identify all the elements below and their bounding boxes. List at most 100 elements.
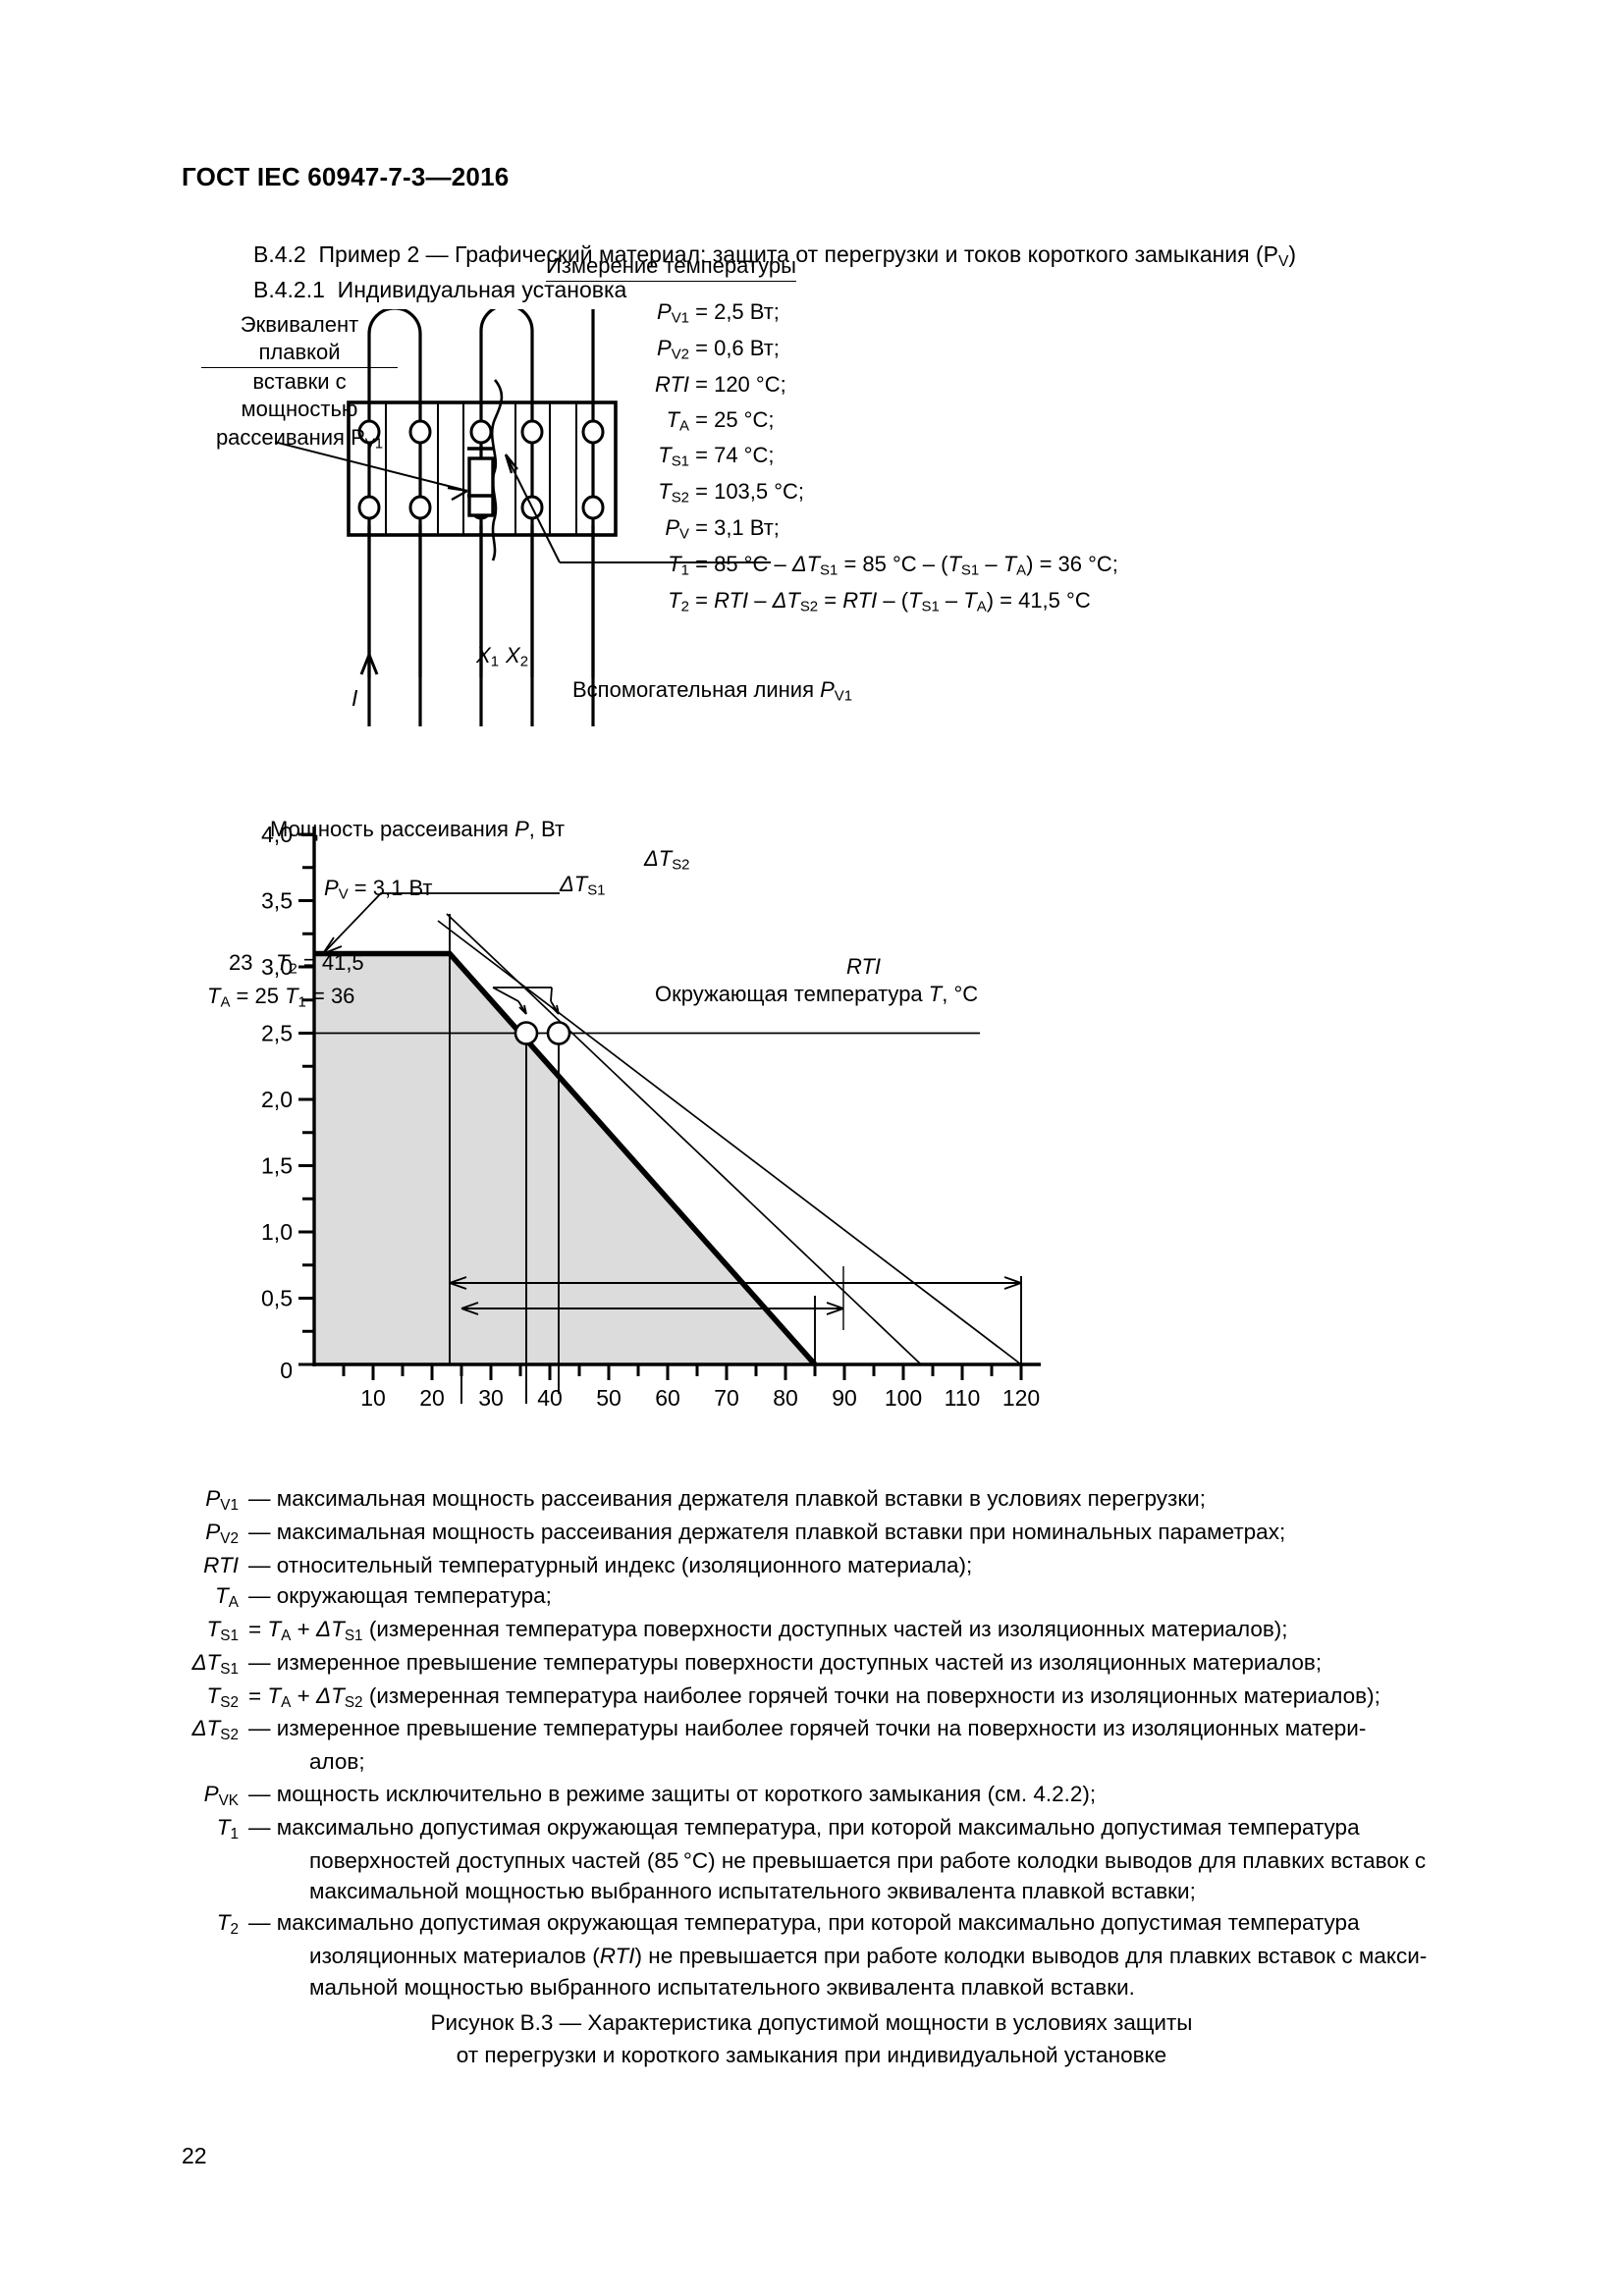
svg-text:3,5: 3,5 — [261, 888, 293, 914]
annotation-fuse-equivalent: Эквивалент плавкой вставки с мощностью р… — [201, 311, 398, 453]
chart-label-delta-ts1: ΔTS1 — [560, 872, 606, 899]
chart-pv-leader — [322, 892, 560, 955]
definition-text: алов; — [309, 1749, 365, 1775]
parameter-value: = 25 °C; — [695, 406, 775, 432]
definition-symbol: T1 — [216, 1814, 239, 1842]
definition-item: TS1 = TA + ΔTS1 (измеренная температура … — [180, 1615, 1476, 1647]
definition-text: максимальной мощностью выбранного испыта… — [309, 1879, 1196, 1904]
annotation-fuse-subscript: V1 — [364, 435, 384, 453]
definition-item-continuation: мальной мощностью выбранного испытательн… — [180, 1973, 1476, 2003]
svg-text:2,5: 2,5 — [261, 1021, 293, 1046]
annotation-fuse-line-3: рассеивания P — [215, 424, 365, 450]
chart-auxiliary-slope-lines — [437, 913, 1022, 1365]
marker-x1 — [514, 1021, 539, 1045]
svg-text:100: 100 — [885, 1385, 922, 1411]
parameter-row: RTI = 120 °C; — [628, 367, 1118, 402]
definition-text: — измеренное превышение температуры наиб… — [248, 1716, 1367, 1741]
page-number: 22 — [182, 2143, 207, 2168]
svg-text:110: 110 — [945, 1385, 981, 1411]
power-dissipation-chart: 4,0 3,5 3,0 2,5 2,0 1,5 1,0 0,5 0 10 20 … — [261, 805, 1443, 1453]
parameter-subscript: S2 — [671, 490, 689, 507]
parameter-row: TS2 = 103,5 °C; — [628, 474, 1118, 510]
definition-text: изоляционных материалов (RTI) не превыша… — [309, 1943, 1428, 1968]
terminal-block-body — [347, 400, 618, 537]
parameter-value: = 3,1 Вт; — [695, 515, 780, 541]
parameter-value: = 74 °C; — [695, 443, 775, 468]
parameter-symbol: T — [668, 588, 681, 614]
chart-intersection-markers — [514, 1021, 571, 1045]
parameter-subscript: V2 — [671, 346, 689, 363]
definition-symbol: TA — [215, 1583, 239, 1612]
section-heading-b-4-2: B.4.2 Пример 2 — Графический материал: з… — [253, 241, 1296, 271]
chart-x-marker-leaders — [492, 987, 560, 1015]
document-header: ГОСТ IEC 60947-7-3—2016 — [182, 162, 510, 191]
definition-item: ΔTS1 — измеренное превышение температуры… — [180, 1648, 1476, 1681]
definition-symbol: PVK — [203, 1781, 239, 1809]
svg-text:40: 40 — [537, 1385, 563, 1411]
parameter-value: = 0,6 Вт; — [695, 335, 780, 360]
parameter-row: TA = 25 °C; — [628, 402, 1118, 439]
chart-x-axis-title: Окружающая температура T, °C — [655, 982, 979, 1006]
chart-y-axis-title: Мощность рассеивания P, Вт — [270, 817, 566, 841]
parameter-symbol: T — [666, 406, 680, 432]
definition-text: = TA + ΔTS2 (измеренная температура наиб… — [248, 1682, 1380, 1711]
definition-symbol: RTI — [203, 1552, 239, 1577]
svg-text:2,0: 2,0 — [261, 1087, 293, 1112]
parameter-value: = 2,5 Вт; — [695, 299, 780, 324]
section-number: B.4.2 — [253, 241, 306, 267]
parameter-row-formula: T1 = 85 °C – ΔTS1 = 85 °C – (TS1 – TA) =… — [628, 547, 1118, 583]
chart-x-tick-labels: 10 20 30 40 50 60 70 80 90 100 110 120 — [360, 1385, 1040, 1411]
definition-text: поверхностей доступных частей (85 °C) не… — [309, 1847, 1427, 1873]
parameter-formula: = RTI – ΔTS2 = RTI – (TS1 – TA) = 41,5 °… — [695, 588, 1091, 616]
definition-text: — максимально допустимая окружающая темп… — [248, 1814, 1360, 1840]
section-title-tail: ) — [1288, 241, 1297, 267]
definition-item-continuation: алов; — [180, 1747, 1476, 1778]
svg-text:1,0: 1,0 — [261, 1219, 293, 1245]
parameter-value: = 103,5 °C; — [695, 479, 805, 505]
parameter-formula: = 85 °C – ΔTS1 = 85 °C – (TS1 – TA) = 36… — [695, 552, 1118, 580]
definition-text: — окружающая температура; — [248, 1583, 552, 1609]
definition-item-continuation: поверхностей доступных частей (85 °C) не… — [180, 1846, 1476, 1877]
definition-item: PV1 — максимальная мощность рассеивания … — [180, 1484, 1476, 1517]
definition-text: мальной мощностью выбранного испытательн… — [309, 1974, 1135, 2000]
definition-symbol: TS2 — [206, 1682, 239, 1711]
current-symbol-label: I — [352, 685, 358, 711]
svg-text:30: 30 — [478, 1385, 504, 1411]
parameter-subscript: 2 — [680, 599, 689, 616]
svg-text:4,0: 4,0 — [261, 822, 293, 847]
chart-label-x1: X1 — [476, 643, 500, 670]
annotation-temperature-measurement: Измерение температуры — [546, 253, 796, 282]
fuse-leader-overlay — [275, 441, 468, 502]
parameter-symbol: RTI — [654, 371, 689, 397]
leader-temperature-measurement — [504, 454, 771, 563]
svg-text:0: 0 — [280, 1358, 293, 1383]
definition-item-continuation: максимальной мощностью выбранного испыта… — [180, 1877, 1476, 1907]
definition-item: TA — окружающая температура; — [180, 1581, 1476, 1614]
definition-symbol: PV1 — [205, 1486, 239, 1514]
current-arrow — [359, 654, 379, 726]
svg-text:120: 120 — [1002, 1385, 1040, 1411]
svg-text:90: 90 — [832, 1385, 857, 1411]
chart-shaded-region — [314, 953, 815, 1364]
thermocouple-wire — [490, 379, 504, 561]
terminal-block-dividers — [385, 402, 577, 535]
chart-label-x2: X2 — [506, 643, 529, 670]
marker-x2 — [546, 1021, 571, 1045]
definition-item-continuation: изоляционных материалов (RTI) не превыша… — [180, 1942, 1476, 1972]
figure-caption-line-2: от перегрузки и короткого замыкания при … — [456, 2042, 1167, 2067]
definition-symbol: T2 — [216, 1910, 239, 1938]
fuse-holder-schematic — [275, 309, 1414, 726]
parameter-value: = 120 °C; — [695, 371, 786, 397]
annotation-fuse-line-2: вставки с мощностью — [241, 369, 358, 422]
definition-item: PVK — мощность исключительно в режиме за… — [180, 1780, 1476, 1812]
parameter-list: PV1 = 2,5 Вт; PV2 = 0,6 Вт; RTI = 120 °C… — [628, 294, 1118, 619]
parameter-row: PV1 = 2,5 Вт; — [628, 294, 1118, 331]
svg-text:50: 50 — [596, 1385, 622, 1411]
definition-symbol: PV2 — [205, 1519, 239, 1547]
definition-symbol: ΔTS2 — [191, 1716, 239, 1744]
symbol-definitions-list: PV1 — максимальная мощность рассеивания … — [180, 1484, 1476, 2004]
parameter-symbol: T — [668, 552, 681, 577]
parameter-symbol: T — [658, 479, 672, 505]
parameter-row: PV = 3,1 Вт; — [628, 510, 1118, 547]
